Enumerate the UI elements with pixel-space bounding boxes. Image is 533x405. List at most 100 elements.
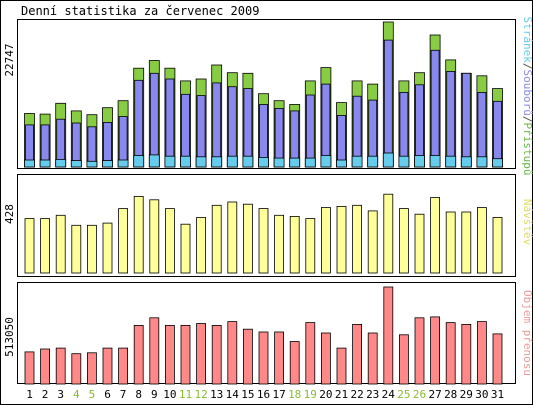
bar-objem-day-20 [320, 332, 331, 385]
x-tick-day-31: 31 [491, 388, 504, 401]
bar-navstev-day-23 [367, 210, 378, 274]
bar-objem-day-4 [71, 353, 82, 385]
bar-souboru-day-21 [337, 115, 346, 168]
bar-navstev-day-6 [102, 222, 113, 274]
x-tick-day-19: 19 [304, 388, 317, 401]
bar-souboru-day-12 [196, 95, 206, 168]
bar-souboru-day-24 [383, 39, 393, 168]
bar-souboru-day-15 [243, 88, 253, 168]
x-tick-day-9: 9 [151, 388, 158, 401]
bar-souboru-day-26 [415, 84, 424, 168]
x-tick-day-16: 16 [257, 388, 270, 401]
y-axis-max-label-1: 22747 [3, 43, 16, 76]
bar-objem-day-30 [476, 321, 487, 385]
bar-navstev-day-11 [180, 223, 191, 274]
bar-navstev-day-8 [133, 195, 144, 274]
bar-objem-day-22 [352, 323, 363, 385]
bar-objem-day-12 [196, 323, 207, 385]
bar-navstev-day-9 [149, 199, 160, 274]
bar-navstev-day-20 [320, 207, 331, 274]
bar-navstev-day-24 [383, 193, 394, 274]
bar-stranek-day-21 [336, 159, 347, 168]
x-tick-day-21: 21 [335, 388, 348, 401]
bar-objem-day-21 [336, 347, 347, 385]
bar-stranek-day-17 [273, 157, 285, 168]
x-tick-day-12: 12 [194, 388, 207, 401]
x-tick-day-8: 8 [135, 388, 142, 401]
bar-objem-day-1 [24, 351, 35, 385]
bar-objem-day-17 [274, 331, 285, 385]
bar-stranek-day-10 [164, 155, 176, 168]
bar-objem-day-8 [133, 324, 144, 385]
bar-souboru-day-20 [321, 83, 331, 168]
bar-navstev-day-25 [398, 208, 409, 274]
bar-objem-day-23 [367, 332, 378, 385]
bar-stranek-day-16 [258, 156, 269, 168]
bar-objem-day-31 [492, 333, 503, 385]
bar-navstev-day-1 [24, 218, 35, 274]
bar-stranek-day-29 [460, 156, 472, 168]
legend-2: Návštěv [521, 199, 533, 246]
bar-souboru-day-10 [165, 78, 175, 168]
x-tick-day-10: 10 [163, 388, 176, 401]
x-tick-day-2: 2 [42, 388, 49, 401]
bar-navstev-day-15 [242, 203, 253, 274]
bar-souboru-day-13 [212, 82, 222, 168]
bar-objem-day-14 [227, 321, 238, 385]
bar-stranek-day-2 [39, 159, 51, 168]
bar-souboru-day-27 [430, 49, 440, 168]
bar-souboru-day-19 [305, 94, 315, 168]
bar-objem-day-7 [118, 347, 128, 385]
bar-objem-day-6 [102, 347, 113, 385]
bar-navstev-day-26 [414, 213, 425, 274]
bar-stranek-day-3 [55, 158, 67, 168]
bar-stranek-day-11 [180, 155, 191, 168]
bar-souboru-day-8 [134, 79, 144, 168]
bar-navstev-day-18 [289, 215, 300, 274]
bar-navstev-day-28 [445, 211, 456, 274]
x-tick-day-29: 29 [460, 388, 473, 401]
bar-objem-day-29 [461, 323, 472, 385]
x-tick-day-27: 27 [428, 388, 441, 401]
x-tick-day-18: 18 [288, 388, 301, 401]
bar-navstev-day-2 [40, 218, 50, 274]
bar-stranek-day-8 [133, 155, 145, 168]
bar-objem-day-15 [242, 328, 253, 385]
bar-objem-day-10 [164, 324, 175, 385]
bar-navstev-day-10 [164, 208, 175, 274]
bar-souboru-day-31 [493, 100, 502, 168]
bar-stranek-day-20 [320, 155, 332, 168]
bar-stranek-day-13 [211, 156, 223, 168]
x-tick-day-26: 26 [413, 388, 426, 401]
legend-3: Objem přenosu [521, 290, 533, 376]
x-tick-day-24: 24 [382, 388, 396, 401]
bar-navstev-day-3 [55, 214, 66, 274]
bar-objem-day-3 [55, 347, 66, 385]
bar-stranek-day-30 [476, 156, 488, 168]
x-tick-day-11: 11 [179, 388, 192, 401]
bar-stranek-day-23 [367, 155, 379, 168]
bar-objem-day-11 [180, 324, 191, 385]
bar-objem-day-28 [445, 322, 456, 385]
bar-souboru-day-29 [461, 72, 471, 168]
bar-navstev-day-12 [196, 217, 207, 274]
bar-stranek-day-1 [24, 159, 35, 168]
bar-navstev-day-17 [274, 214, 285, 274]
bar-objem-day-13 [211, 324, 222, 385]
bar-navstev-day-27 [430, 197, 441, 274]
bar-stranek-day-7 [117, 159, 129, 168]
bar-stranek-day-28 [445, 155, 457, 168]
x-tick-day-23: 23 [366, 388, 379, 401]
x-tick-day-1: 1 [26, 388, 33, 401]
y-axis-max-label-3: 513050 [3, 317, 16, 357]
bar-navstev-day-29 [461, 211, 472, 274]
bar-objem-day-25 [398, 334, 409, 385]
bar-souboru-day-28 [446, 71, 456, 168]
bar-stranek-day-12 [195, 156, 207, 168]
bar-navstev-day-30 [476, 207, 487, 274]
bar-navstev-day-31 [492, 217, 503, 274]
bar-objem-day-5 [87, 352, 97, 385]
bar-navstev-day-13 [211, 204, 222, 274]
